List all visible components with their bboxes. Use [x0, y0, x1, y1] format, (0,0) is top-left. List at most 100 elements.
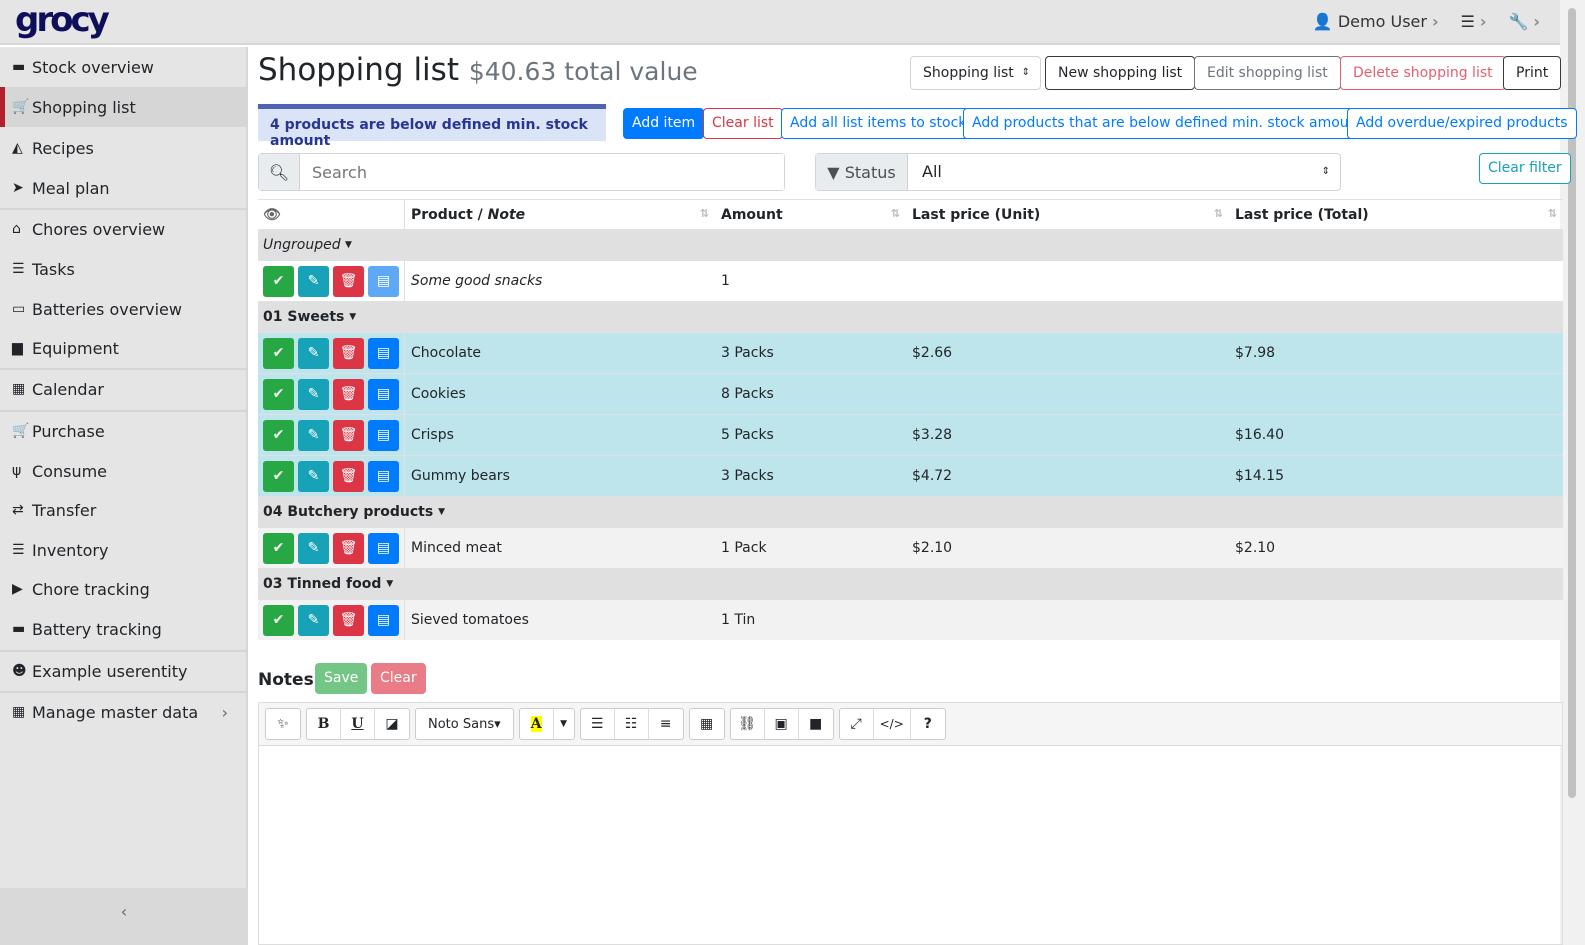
notes-editor[interactable]: [258, 745, 1563, 945]
notes-save-button[interactable]: Save: [315, 663, 368, 694]
clear-filter-button[interactable]: Clear filter: [1479, 153, 1571, 184]
mark-done-button[interactable]: ✔: [263, 419, 294, 451]
sidebar-item-meal-plan[interactable]: ➤ Meal plan: [0, 168, 248, 208]
add-below-min-button[interactable]: Add products that are below defined min.…: [963, 108, 1373, 139]
bullet-list-icon[interactable]: ☰: [581, 709, 615, 739]
underline-button[interactable]: U: [341, 709, 375, 739]
column-total-price[interactable]: Last price (Total) ⇅: [1235, 206, 1557, 223]
user-menu[interactable]: 👤 Demo User ›: [1312, 12, 1439, 31]
code-view-icon[interactable]: </>: [874, 709, 911, 739]
text-color-button[interactable]: A: [520, 709, 554, 739]
magic-wand-icon[interactable]: ✨︎: [277, 716, 289, 732]
add-to-stock-button[interactable]: ▤: [368, 532, 399, 564]
group-header[interactable]: 04 Butchery products ▼: [258, 496, 1563, 527]
product-cell[interactable]: Sieved tomatoes: [411, 612, 529, 628]
search-field[interactable]: 🔍︎: [258, 153, 785, 191]
help-icon[interactable]: ?: [923, 716, 932, 732]
sidebar-item-battery-tracking[interactable]: ▬ Battery tracking: [0, 609, 248, 649]
search-input[interactable]: [300, 154, 784, 190]
sidebar-item-equipment[interactable]: ▆ Equipment: [0, 328, 248, 368]
eraser-icon[interactable]: ◪: [385, 716, 399, 732]
delete-item-button[interactable]: 🗑︎: [333, 460, 364, 492]
notes-clear-button[interactable]: Clear: [371, 663, 426, 694]
settings-menu[interactable]: ☰ ›: [1460, 12, 1487, 31]
grocy-logo[interactable]: grocy: [15, 0, 110, 40]
edit-item-button[interactable]: ✎: [298, 419, 329, 451]
shopping-list-select[interactable]: Shopping list ⇕: [910, 56, 1041, 90]
collapse-sidebar-button[interactable]: ‹: [0, 888, 248, 945]
mark-done-button[interactable]: ✔: [263, 460, 294, 492]
product-cell[interactable]: Cookies: [411, 386, 466, 402]
add-to-stock-button[interactable]: ▤: [368, 419, 399, 451]
table-icon[interactable]: ▦: [700, 716, 714, 732]
column-product[interactable]: Product / Note ⇅: [411, 206, 709, 223]
sidebar-item-stock-overview[interactable]: ▬ Stock overview: [0, 47, 248, 87]
edit-shopping-list-button[interactable]: Edit shopping list: [1194, 56, 1341, 90]
print-button[interactable]: Print: [1503, 56, 1562, 90]
align-icon[interactable]: ≡: [659, 716, 672, 732]
fullscreen-icon[interactable]: ⤢: [840, 709, 874, 739]
below-min-stock-alert[interactable]: 4 products are below defined min. stock …: [258, 104, 606, 149]
sidebar-item-example-userentity[interactable]: ☻ Example userentity: [0, 651, 248, 691]
column-amount[interactable]: Amount ⇅: [721, 206, 900, 223]
delete-shopping-list-button[interactable]: Delete shopping list: [1340, 56, 1506, 90]
edit-item-button[interactable]: ✎: [298, 532, 329, 564]
sidebar-item-chores-overview[interactable]: ⌂ Chores overview: [0, 209, 248, 249]
edit-item-button[interactable]: ✎: [298, 337, 329, 369]
column-unit-price[interactable]: Last price (Unit) ⇅: [912, 206, 1223, 223]
sidebar-item-shopping-list[interactable]: 🛒 Shopping list: [0, 87, 248, 127]
sidebar-item-transfer[interactable]: ⇄ Transfer: [0, 490, 248, 530]
add-all-to-stock-button[interactable]: Add all list items to stock: [781, 108, 976, 139]
sidebar-item-purchase[interactable]: 🛒 Purchase: [0, 411, 248, 451]
sidebar-item-manage-master-data[interactable]: ▦ Manage master data ›: [0, 692, 248, 732]
clear-list-button[interactable]: Clear list: [703, 108, 783, 139]
status-select[interactable]: All ⇕: [922, 162, 1330, 181]
add-overdue-button[interactable]: Add overdue/expired products: [1347, 108, 1577, 139]
group-header[interactable]: 01 Sweets ▼: [258, 301, 1563, 332]
link-icon[interactable]: ⛓︎: [731, 709, 765, 739]
add-item-button[interactable]: Add item: [623, 108, 705, 139]
new-shopping-list-button[interactable]: New shopping list: [1045, 56, 1196, 90]
delete-item-button[interactable]: 🗑︎: [333, 532, 364, 564]
add-to-stock-button[interactable]: ▤: [368, 460, 399, 492]
delete-item-button[interactable]: 🗑︎: [333, 265, 364, 297]
mark-done-button[interactable]: ✔: [263, 337, 294, 369]
sidebar-item-calendar[interactable]: ▦ Calendar: [0, 369, 248, 409]
edit-item-button[interactable]: ✎: [298, 265, 329, 297]
status-filter[interactable]: ▼ Status All ⇕: [815, 153, 1341, 191]
sidebar-item-chore-tracking[interactable]: ▶ Chore tracking: [0, 569, 248, 609]
delete-item-button[interactable]: 🗑︎: [333, 337, 364, 369]
mark-done-button[interactable]: ✔: [263, 532, 294, 564]
bold-button[interactable]: B: [307, 709, 341, 739]
add-to-stock-button[interactable]: ▤: [368, 337, 399, 369]
group-header[interactable]: 03 Tinned food ▼: [258, 568, 1563, 599]
sidebar-item-recipes[interactable]: ◭ Recipes: [0, 128, 248, 168]
sidebar-item-tasks[interactable]: ☰ Tasks: [0, 249, 248, 289]
delete-item-button[interactable]: 🗑︎: [333, 378, 364, 410]
mark-done-button[interactable]: ✔: [263, 265, 294, 297]
sidebar-item-batteries-overview[interactable]: ▭ Batteries overview: [0, 289, 248, 329]
numbered-list-icon[interactable]: ☷: [615, 709, 649, 739]
color-dropdown-icon[interactable]: ▼: [560, 719, 568, 729]
delete-item-button[interactable]: 🗑︎: [333, 419, 364, 451]
sidebar-item-consume[interactable]: ψ Consume: [0, 451, 248, 491]
product-cell[interactable]: Some good snacks: [411, 273, 543, 289]
mark-done-button[interactable]: ✔: [263, 604, 294, 636]
sidebar-item-inventory[interactable]: ☰ Inventory: [0, 530, 248, 570]
delete-item-button[interactable]: 🗑︎: [333, 604, 364, 636]
product-cell[interactable]: Minced meat: [411, 540, 502, 556]
scrollbar[interactable]: [1560, 0, 1585, 945]
edit-item-button[interactable]: ✎: [298, 378, 329, 410]
edit-item-button[interactable]: ✎: [298, 604, 329, 636]
add-to-stock-button[interactable]: ▤: [368, 265, 399, 297]
column-visibility-icon[interactable]: 👁︎: [258, 200, 405, 229]
tools-menu[interactable]: 🔧 ›: [1508, 12, 1540, 31]
product-cell[interactable]: Gummy bears: [411, 468, 510, 484]
group-header[interactable]: Ungrouped ▼: [258, 229, 1563, 260]
font-family-select[interactable]: Noto Sans ▾: [428, 716, 501, 732]
image-icon[interactable]: ▣: [765, 709, 799, 739]
add-to-stock-button[interactable]: ▤: [368, 604, 399, 636]
add-to-stock-button[interactable]: ▤: [368, 378, 399, 410]
product-cell[interactable]: Crisps: [411, 427, 454, 443]
video-icon[interactable]: ■: [809, 716, 823, 732]
